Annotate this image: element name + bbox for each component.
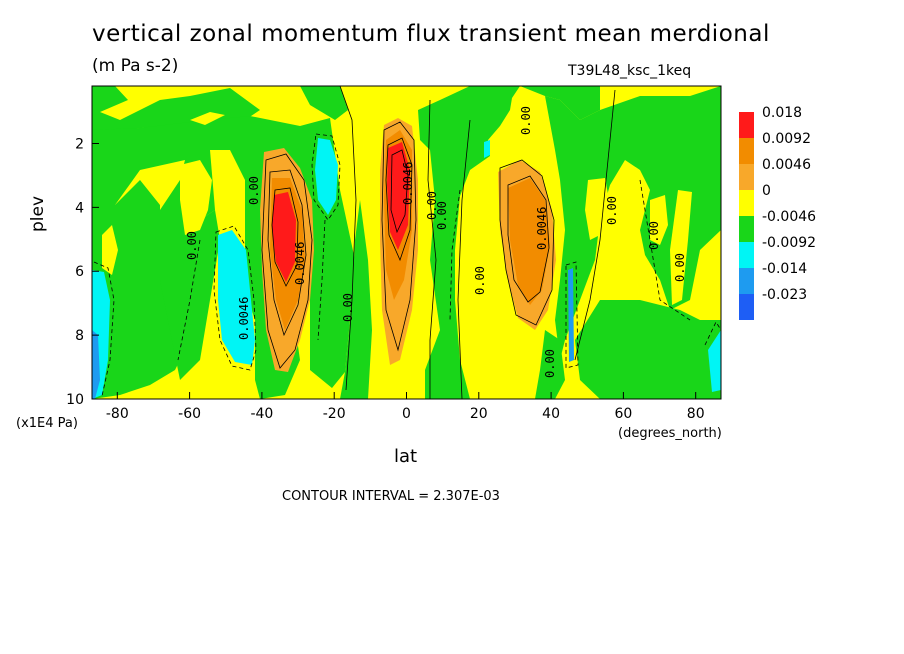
legend-swatch (739, 164, 754, 190)
negative-contour-lines (93, 133, 721, 397)
x-tick-label: -20 (323, 406, 346, 422)
contour-label: 0.00 (543, 349, 557, 378)
x-axis-label: lat (394, 446, 418, 467)
legend-label: -0.023 (762, 287, 807, 303)
contour-label: 0.0046 (535, 207, 549, 250)
x-tick-label: -40 (250, 406, 273, 422)
contour-label: 0.00 (247, 176, 261, 205)
legend-label: -0.014 (762, 261, 807, 277)
x-tick-label: -80 (106, 406, 129, 422)
legend-label: 0 (762, 183, 771, 199)
x-tick-label: 20 (470, 406, 488, 422)
contour-lines (261, 86, 616, 399)
legend-swatch (739, 268, 754, 294)
contour-label: 0.00 (341, 293, 355, 322)
chart-title: vertical zonal momentum flux transient m… (92, 21, 770, 47)
legend-swatch (739, 216, 754, 242)
x-tick-label: 80 (687, 406, 705, 422)
negative-patch-90N (708, 330, 721, 392)
legend-swatch (739, 190, 754, 216)
legend-label: 0.0046 (762, 157, 811, 173)
x-tick-label: 0 (402, 406, 411, 422)
contour-label: 0.00 (473, 266, 487, 295)
contour-label: 0.00 (605, 196, 619, 225)
contour-label: 0.00 (185, 231, 199, 260)
contour-label: 0.0046 (401, 162, 415, 205)
legend-label: 0.0092 (762, 131, 811, 147)
contour-label: 0.00 (647, 221, 661, 250)
legend-swatch (739, 242, 754, 268)
contour-interval-note: CONTOUR INTERVAL = 2.307E-03 (282, 489, 500, 504)
contour-label: 0.0046 (293, 242, 307, 285)
contour-label: 0.00 (425, 191, 439, 220)
y-axis: 2 4 6 8 10 (66, 136, 99, 408)
legend-swatch (739, 294, 754, 320)
y-tick-label: 8 (75, 328, 84, 344)
legend-label: 0.018 (762, 105, 802, 121)
legend-swatch (739, 112, 754, 138)
x-tick-label: 40 (542, 406, 560, 422)
y-tick-label: 2 (75, 136, 84, 152)
legend-label: -0.0092 (762, 235, 816, 251)
x-tick-label: -60 (178, 406, 201, 422)
y-axis-unit: (x1E4 Pa) (16, 416, 78, 431)
legend-label: -0.0046 (762, 209, 816, 225)
contour-label: 0.00 (519, 106, 533, 135)
contour-labels: 0.00 0.0046 0.0046 0.00 0.0046 0.00 0.00… (185, 106, 687, 378)
contour-label: 0.00 (435, 201, 449, 230)
x-tick-label: 60 (614, 406, 632, 422)
color-legend: 0.018 0.0092 0.0046 0 -0.0046 -0.0092 -0.014 -0… (739, 105, 816, 320)
positive-small-regions (102, 112, 692, 305)
positive-max-35N (508, 178, 550, 305)
run-id-label: T39L48_ksc_1keq (568, 63, 692, 79)
negative-patch-20S (315, 138, 338, 215)
y-tick-label: 6 (75, 264, 84, 280)
y-tick-label: 4 (75, 200, 84, 216)
x-axis: -80 -60 -40 -20 0 20 40 60 80 (106, 392, 705, 422)
negative-patch-50S (218, 230, 255, 365)
contour-label: 0.0046 (237, 297, 251, 340)
chart-units: (m Pa s-2) (92, 56, 179, 76)
contour-label: 0.00 (673, 253, 687, 282)
legend-swatch (739, 138, 754, 164)
x-axis-unit: (degrees_north) (618, 426, 722, 441)
contour-field: 0.00 0.0046 0.0046 0.00 0.0046 0.00 0.00… (92, 86, 721, 399)
positive-max-35S (272, 192, 296, 282)
negative-regions (92, 138, 721, 399)
positive-max-eq (387, 142, 410, 250)
y-tick-label: 10 (66, 392, 84, 408)
